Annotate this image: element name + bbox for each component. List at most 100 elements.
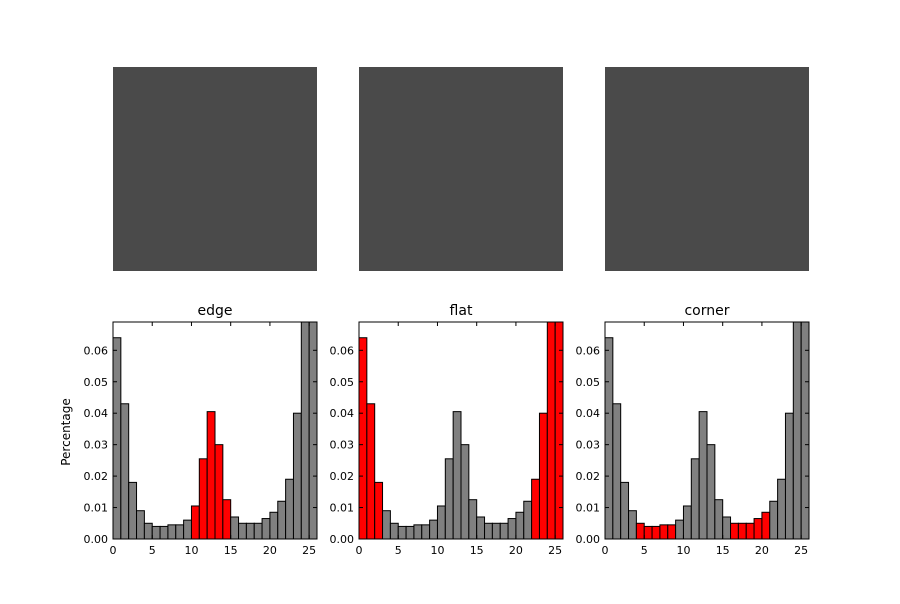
bar-flat-10 bbox=[436, 505, 446, 540]
y-axis-label: Percentage bbox=[59, 398, 73, 466]
bar-edge-19 bbox=[261, 518, 271, 540]
bar-corner-24 bbox=[792, 321, 802, 540]
bar-flat-21 bbox=[523, 500, 533, 540]
bar-corner-3 bbox=[628, 510, 637, 540]
bar-edge-10 bbox=[190, 505, 200, 540]
x-tick-label-corner-5: 5 bbox=[641, 544, 648, 557]
histogram-edge: edge 0 5 10 15 20 25 0.00 0.01 0.02 0.03 0.04 0.05 0.… bbox=[84, 303, 318, 557]
x-tick-label-corner-15: 15 bbox=[716, 544, 730, 557]
y-tick-label-corner-0.04: 0.04 bbox=[576, 407, 601, 420]
y-tick-label-flat-0.03: 0.03 bbox=[330, 439, 355, 452]
x-tick-label-corner-25: 25 bbox=[794, 544, 808, 557]
bar-flat-18 bbox=[499, 522, 509, 540]
bar-corner-0 bbox=[604, 337, 614, 540]
y-tick-label-flat-0.01: 0.01 bbox=[330, 502, 355, 515]
y-tick-label-edge-0.05: 0.05 bbox=[84, 376, 109, 389]
chart-title-corner: corner bbox=[684, 303, 729, 319]
x-tick-label-edge-0: 0 bbox=[110, 544, 117, 557]
bar-corner-16 bbox=[730, 522, 739, 540]
x-tick-label-flat-20: 20 bbox=[509, 544, 523, 557]
bar-corner-12 bbox=[698, 411, 708, 540]
bar-flat-19 bbox=[507, 518, 517, 540]
bar-edge-2 bbox=[128, 481, 138, 540]
bar-corner-14 bbox=[714, 499, 724, 540]
bar-edge-13 bbox=[214, 444, 224, 540]
bar-flat-6 bbox=[405, 525, 415, 540]
bar-edge-0 bbox=[112, 337, 122, 540]
bar-corner-19 bbox=[753, 518, 763, 540]
chart-title-flat: flat bbox=[450, 303, 473, 319]
bar-flat-3 bbox=[382, 510, 391, 540]
bar-flat-5 bbox=[397, 525, 407, 540]
bar-corner-22 bbox=[777, 478, 786, 540]
bar-flat-23 bbox=[538, 412, 548, 540]
histogram-corner: corner 0 5 10 15 20 25 0.00 0.01 0.02 0.03 0.04 0.05… bbox=[576, 303, 810, 557]
y-tick-label-edge-0.03: 0.03 bbox=[84, 439, 109, 452]
bar-flat-4 bbox=[389, 522, 399, 540]
x-tick-label-edge-25: 25 bbox=[302, 544, 316, 557]
bar-corner-13 bbox=[706, 444, 716, 540]
bar-flat-13 bbox=[460, 444, 470, 540]
bar-edge-15 bbox=[230, 516, 240, 540]
bar-flat-8 bbox=[421, 524, 431, 540]
y-tick-label-flat-0.05: 0.05 bbox=[330, 376, 355, 389]
axes-frame-edge bbox=[112, 321, 318, 540]
axes-frame-corner bbox=[604, 321, 810, 540]
y-tick-label-edge-0: 0.00 bbox=[84, 533, 109, 546]
bar-corner-5 bbox=[643, 525, 653, 540]
x-tick-label-flat-5: 5 bbox=[395, 544, 402, 557]
bar-flat-9 bbox=[429, 519, 438, 540]
bar-edge-16 bbox=[238, 522, 247, 540]
bar-flat-0 bbox=[358, 337, 368, 540]
bar-edge-20 bbox=[269, 511, 279, 540]
x-tick-label-corner-20: 20 bbox=[755, 544, 769, 557]
bar-corner-11 bbox=[690, 458, 700, 540]
bar-edge-24 bbox=[300, 321, 310, 540]
bar-corner-6 bbox=[651, 525, 661, 540]
bar-corner-15 bbox=[722, 516, 732, 540]
x-tick-label-flat-25: 25 bbox=[548, 544, 562, 557]
bar-flat-1 bbox=[366, 403, 376, 540]
bar-flat-7 bbox=[413, 524, 423, 540]
y-tick-label-corner-0.02: 0.02 bbox=[576, 470, 601, 483]
y-tick-label-edge-0.02: 0.02 bbox=[84, 470, 109, 483]
x-tick-label-edge-20: 20 bbox=[263, 544, 277, 557]
bar-flat-2 bbox=[374, 481, 384, 540]
bar-edge-12 bbox=[206, 411, 216, 540]
bar-flat-16 bbox=[484, 522, 493, 540]
bar-edge-25 bbox=[308, 321, 318, 540]
y-tick-label-edge-0.01: 0.01 bbox=[84, 502, 109, 515]
y-tick-label-flat-0.04: 0.04 bbox=[330, 407, 355, 420]
x-tick-label-flat-0: 0 bbox=[356, 544, 363, 557]
bar-corner-9 bbox=[675, 519, 684, 540]
y-tick-label-flat-0.02: 0.02 bbox=[330, 470, 355, 483]
y-tick-label-flat-0: 0.00 bbox=[330, 533, 355, 546]
bar-flat-14 bbox=[468, 499, 478, 540]
bar-flat-17 bbox=[491, 522, 501, 540]
y-tick-label-edge-0.04: 0.04 bbox=[84, 407, 109, 420]
bar-edge-17 bbox=[245, 522, 255, 540]
x-tick-label-edge-10: 10 bbox=[184, 544, 198, 557]
x-tick-label-edge-15: 15 bbox=[224, 544, 238, 557]
bar-corner-20 bbox=[761, 511, 771, 540]
bar-flat-12 bbox=[452, 411, 462, 540]
bar-edge-23 bbox=[292, 412, 302, 540]
axes-frame-flat bbox=[358, 321, 564, 540]
bar-edge-1 bbox=[120, 403, 130, 540]
bar-corner-18 bbox=[745, 522, 755, 540]
bar-corner-21 bbox=[769, 500, 779, 540]
x-tick-label-flat-10: 10 bbox=[430, 544, 444, 557]
bar-corner-1 bbox=[612, 403, 622, 540]
bar-flat-25 bbox=[554, 321, 564, 540]
bar-flat-15 bbox=[476, 516, 486, 540]
bar-edge-11 bbox=[198, 458, 208, 540]
bar-edge-21 bbox=[277, 500, 287, 540]
bar-edge-7 bbox=[167, 524, 177, 540]
bar-edge-6 bbox=[159, 525, 169, 540]
bar-edge-3 bbox=[136, 510, 145, 540]
y-tick-label-corner-0: 0.00 bbox=[576, 533, 601, 546]
bar-corner-23 bbox=[784, 412, 794, 540]
bar-corner-17 bbox=[737, 522, 747, 540]
